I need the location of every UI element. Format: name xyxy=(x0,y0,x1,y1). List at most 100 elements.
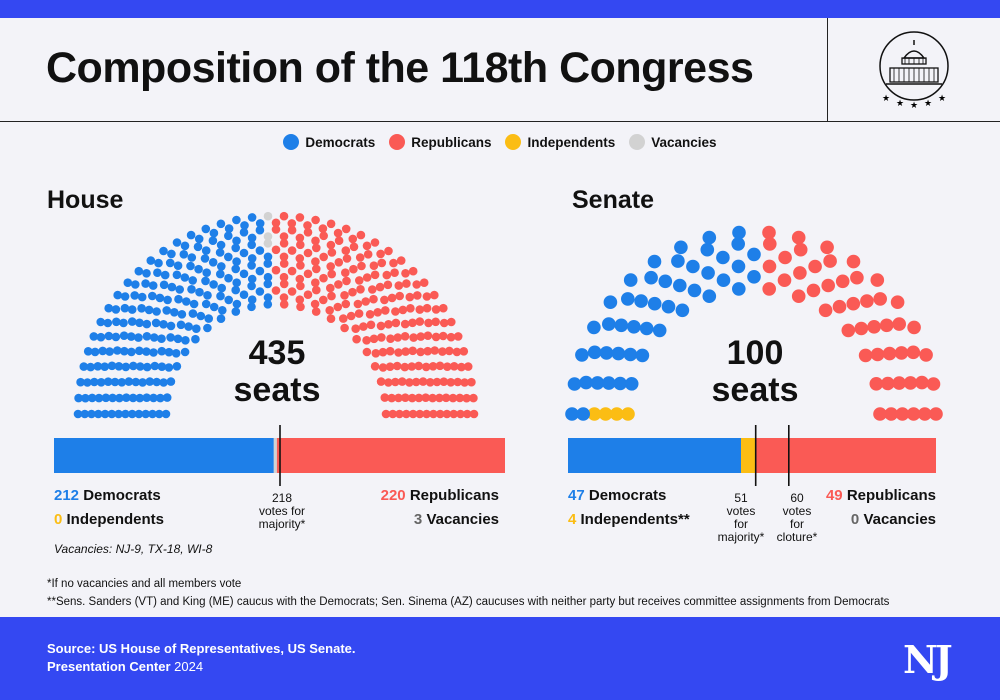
house-seat-democrats xyxy=(157,362,167,372)
house-seat-democrats xyxy=(96,378,106,387)
house-seat-democrats xyxy=(120,346,129,356)
senate-seat-democrats xyxy=(716,273,731,288)
house-seat-democrats xyxy=(247,213,257,222)
house-seat-republicans xyxy=(349,242,359,252)
house-seat-republicans xyxy=(348,287,357,297)
house-seat-republicans xyxy=(271,225,281,234)
senate-majority-value: 51 xyxy=(734,491,748,505)
house-seat-republicans xyxy=(432,377,442,387)
senate-seat-democrats xyxy=(671,254,685,268)
senate-seat-republicans xyxy=(762,282,776,296)
house-seat-democrats xyxy=(135,362,145,371)
senate-dem-label: 47 Democrats xyxy=(568,487,666,504)
house-seat-democrats xyxy=(201,299,211,309)
senate-seat-republicans xyxy=(882,346,897,361)
senate-seat-democrats xyxy=(644,270,658,285)
house-seat-republicans xyxy=(326,262,336,271)
house-seat-republicans xyxy=(361,297,371,306)
senate-seat-republicans xyxy=(762,225,776,240)
house-seat-republicans xyxy=(435,393,444,403)
house-seat-democrats xyxy=(157,334,166,344)
house-seat-republicans xyxy=(387,293,397,303)
house-majority-value: 218 xyxy=(271,491,293,505)
house-seat-republicans xyxy=(446,378,456,387)
house-seat-republicans xyxy=(312,264,321,274)
house-seat-republicans xyxy=(311,215,320,225)
house-seat-republicans xyxy=(396,256,406,265)
senate-seat-democrats xyxy=(639,321,654,336)
senate-ind-label: 4 Independents** xyxy=(568,511,690,528)
house-seat-democrats xyxy=(263,300,273,309)
senate-seat-republicans xyxy=(835,274,850,289)
house-seat-democrats xyxy=(156,393,165,403)
house-seat-democrats xyxy=(255,246,265,255)
house-seat-democrats xyxy=(96,332,106,342)
house-majority-note: 218 votes for majority* xyxy=(247,492,317,531)
house-seat-democrats xyxy=(239,228,249,237)
house-seat-republicans xyxy=(390,268,399,278)
house-seat-republicans xyxy=(430,346,440,355)
house-seat-republicans xyxy=(363,250,373,259)
house-seat-democrats xyxy=(107,409,117,419)
house-seat-republicans xyxy=(457,362,466,372)
house-seat-republicans xyxy=(296,281,305,291)
house-seat-republicans xyxy=(456,409,465,419)
house-seat-republicans xyxy=(428,393,437,403)
house-seat-democrats xyxy=(247,254,257,263)
house-seat-republicans xyxy=(311,257,320,266)
house-seat-republicans xyxy=(326,219,336,229)
house-seat-republicans xyxy=(409,333,418,342)
house-seat-republicans xyxy=(380,393,390,402)
house-seat-democrats xyxy=(166,377,176,386)
senate-seat-republicans xyxy=(850,270,864,285)
house-seat-democrats xyxy=(162,306,171,315)
senate-seat-republicans xyxy=(907,320,921,335)
house-seat-democrats xyxy=(120,303,130,313)
house-seat-republicans xyxy=(392,361,402,371)
house-ind-count: 0 xyxy=(54,511,63,528)
senate-seat-democrats xyxy=(732,282,746,296)
house-seat-republicans xyxy=(384,320,393,329)
senate-seat-democrats xyxy=(661,299,676,314)
house-seat-republicans xyxy=(348,234,358,244)
senate-seat-democrats xyxy=(567,377,582,391)
house-seat-democrats xyxy=(247,281,256,291)
house-seat-democrats xyxy=(201,246,211,255)
senate-seat-word: seats xyxy=(711,371,799,409)
house-seat-democrats xyxy=(208,258,218,267)
house-seat-republicans xyxy=(415,305,425,314)
house-vac-text: Vacancies xyxy=(426,511,499,528)
house-seat-republicans xyxy=(384,378,393,387)
house-seat-republicans xyxy=(421,393,431,403)
house-seat-democrats xyxy=(127,409,137,419)
senate-majority-line3: for xyxy=(733,517,748,531)
house-seat-republicans xyxy=(318,224,328,233)
senate-rep-text: Republicans xyxy=(846,487,936,504)
house-seat-republicans xyxy=(295,254,305,263)
house-seat-republicans xyxy=(325,306,335,315)
senate-seat-republicans xyxy=(890,295,905,310)
house-seat-democrats xyxy=(188,309,198,318)
house-seat-democrats xyxy=(81,393,90,403)
house-rep-count: 220 xyxy=(380,487,406,504)
house-seat-democrats xyxy=(87,393,97,403)
house-seat-republicans xyxy=(355,253,365,262)
house-seat-democrats xyxy=(127,317,137,326)
senate-seat-republicans xyxy=(791,289,806,304)
house-seat-democrats xyxy=(148,409,157,419)
house-seat-republicans xyxy=(400,319,410,329)
house-seat-republicans xyxy=(415,317,425,326)
house-seat-republicans xyxy=(422,303,432,313)
house-seat-democrats xyxy=(192,324,201,334)
house-seat-democrats xyxy=(135,393,145,403)
senate-seat-republicans xyxy=(777,273,792,288)
senate-seat-republicans xyxy=(841,323,856,338)
house-seat-republicans xyxy=(395,409,404,419)
house-seat-republicans xyxy=(279,293,289,302)
house-seat-republicans xyxy=(333,228,343,238)
house-seat-democrats xyxy=(126,332,136,341)
house-seat-republicans xyxy=(279,232,289,241)
senate-seat-independents xyxy=(610,407,624,421)
house-seat-republicans xyxy=(341,224,351,234)
house-seat-republicans xyxy=(447,317,456,327)
